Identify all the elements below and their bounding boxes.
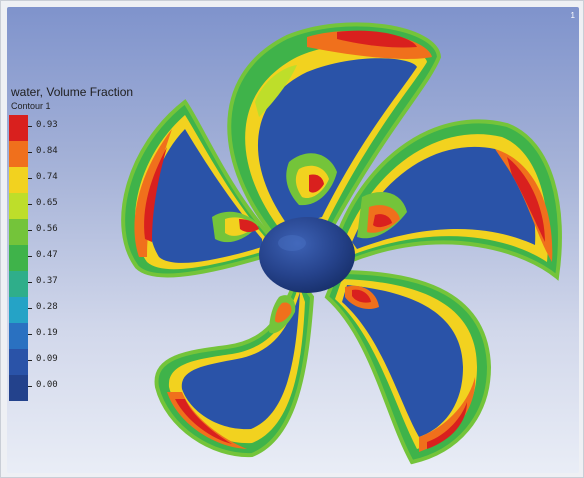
color-swatch [9,193,28,219]
3d-viewport[interactable]: water, Volume Fraction Contour 1 0.93 0.… [7,7,579,473]
legend-value: 0.84 [36,146,58,156]
color-swatch [9,297,28,323]
legend-entry: 0.19 [7,323,87,349]
hub [259,217,355,293]
legend-value: 0.74 [36,172,58,182]
legend-entry: 0.00 [7,375,87,401]
legend-entry: 0.47 [7,245,87,271]
legend-entry: 0.09 [7,349,87,375]
hub-hotspots [286,153,337,206]
blade-left [121,99,271,278]
color-swatch [9,349,28,375]
legend-value: 0.47 [36,250,58,260]
color-swatch [9,375,28,401]
legend-entry: 0.84 [7,141,87,167]
propeller-render [121,22,562,465]
blade-bottom-left [154,272,315,458]
legend-value: 0.28 [36,302,58,312]
blade-top [227,22,442,240]
legend-subtitle: Contour 1 [11,101,51,111]
contour-legend: water, Volume Fraction Contour 1 0.93 0.… [7,79,177,401]
color-swatch [9,115,28,141]
legend-entry: 0.65 [7,193,87,219]
legend-value: 0.09 [36,354,58,364]
legend-value: 0.65 [36,198,58,208]
blade-right [334,119,562,281]
legend-entry: 0.74 [7,167,87,193]
color-swatch [9,323,28,349]
color-swatch [9,271,28,297]
legend-value: 0.00 [36,380,58,390]
legend-entry: 0.28 [7,297,87,323]
legend-entry: 0.56 [7,219,87,245]
corner-mark: 1 [570,11,575,20]
legend-value: 0.93 [36,120,58,130]
color-swatch [9,141,28,167]
legend-value: 0.37 [36,276,58,286]
legend-title: water, Volume Fraction [11,85,134,99]
legend-value: 0.56 [36,224,58,234]
color-swatch [9,167,28,193]
legend-value: 0.19 [36,328,58,338]
legend-entry: 0.37 [7,271,87,297]
legend-entry: 0.93 [7,115,87,141]
color-swatch [9,245,28,271]
color-swatch [9,219,28,245]
blade-bottom-right [324,269,492,465]
